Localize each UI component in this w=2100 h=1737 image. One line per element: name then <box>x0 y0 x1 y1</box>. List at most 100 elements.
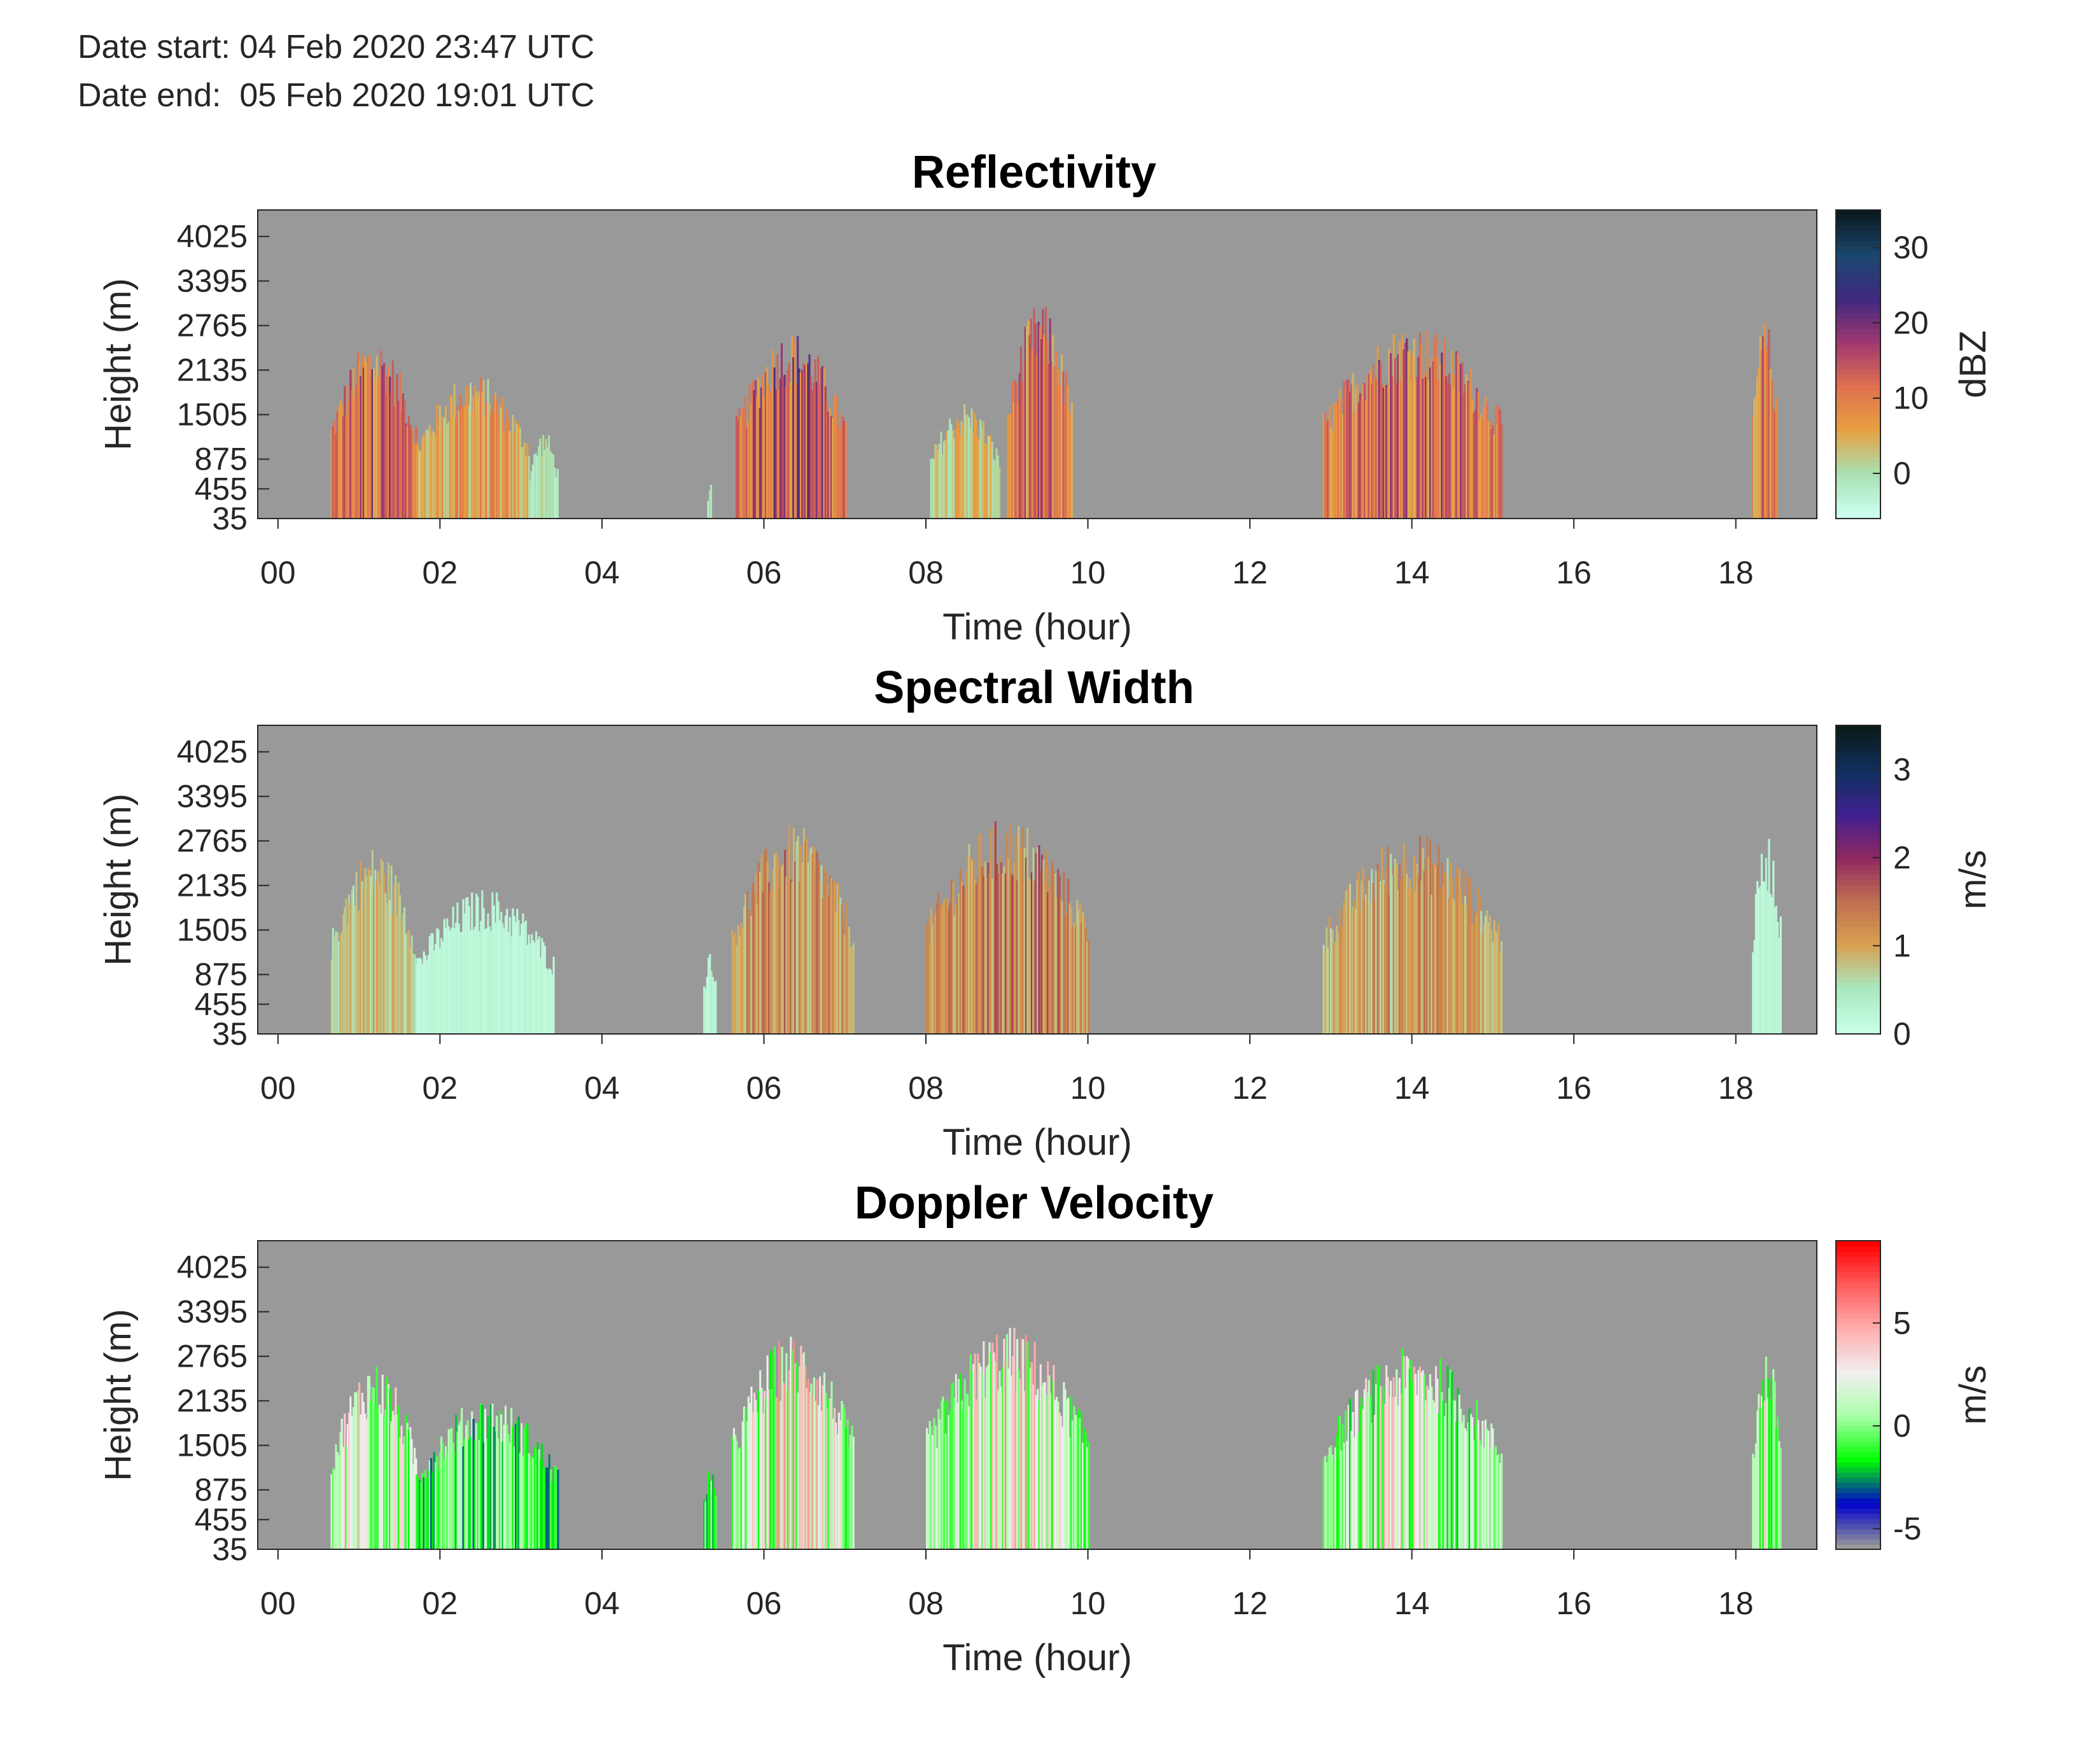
x-tick-label: 12 <box>1232 555 1268 590</box>
echo-column <box>760 387 762 519</box>
echo-column <box>430 933 433 1034</box>
echo-column <box>991 878 994 1034</box>
echo-column <box>732 936 735 1034</box>
echo-column <box>1340 399 1343 519</box>
echo-column <box>936 902 939 1034</box>
echo-column <box>816 851 818 1034</box>
echo-column <box>737 1449 739 1549</box>
echo-column <box>1348 1399 1351 1549</box>
echo-column <box>490 1404 493 1549</box>
echo-column <box>1366 375 1369 519</box>
colorbar-segment <box>1836 1271 1880 1278</box>
echo-column <box>555 477 557 519</box>
colorbar-segment <box>1836 1467 1880 1473</box>
colorbar-tick-label: 0 <box>1893 1016 1911 1052</box>
echo-column <box>1436 865 1439 1034</box>
echo-column <box>1022 827 1025 1034</box>
echo-column <box>379 370 381 519</box>
echo-region <box>416 1403 559 1549</box>
echo-column <box>1769 1399 1772 1549</box>
echo-column <box>1765 349 1767 519</box>
echo-column <box>528 1453 530 1549</box>
echo-column <box>1759 1407 1761 1549</box>
echo-column <box>946 897 949 1034</box>
colorbar-segment <box>1836 323 1880 329</box>
echo-column <box>408 930 410 1034</box>
echo-column <box>963 404 966 519</box>
echo-column <box>1376 1365 1379 1549</box>
echo-column <box>393 886 396 1034</box>
echo-column <box>1074 1414 1077 1549</box>
echo-column <box>1758 888 1760 1034</box>
echo-column <box>1388 895 1390 1034</box>
echo-column <box>970 408 973 519</box>
echo-column <box>446 424 449 519</box>
echo-column <box>1404 343 1406 519</box>
echo-column <box>414 1448 416 1549</box>
echo-column <box>808 354 811 519</box>
echo-column <box>1496 423 1499 519</box>
echo-column <box>1408 878 1411 1034</box>
plot-frame <box>257 725 1817 1035</box>
echo-column <box>1024 326 1026 519</box>
echo-column <box>496 892 498 1034</box>
echo-column <box>738 408 741 519</box>
echo-column <box>1018 1369 1020 1549</box>
echo-column <box>1763 882 1766 1034</box>
colorbar-segment <box>1836 951 1880 958</box>
colorbar-segment <box>1836 1018 1880 1024</box>
echo-column <box>746 1421 748 1549</box>
echo-column <box>749 910 752 1034</box>
echo-column <box>1392 333 1395 519</box>
echo-column <box>1462 870 1465 1034</box>
echo-column <box>824 386 827 519</box>
colorbar-segment <box>1836 1008 1880 1014</box>
echo-column <box>952 881 955 1034</box>
echo-column <box>1767 1398 1769 1549</box>
echo-column <box>442 1442 444 1549</box>
echo-column <box>985 877 988 1034</box>
echo-column <box>1355 908 1357 1034</box>
echo-column <box>1401 333 1404 519</box>
echo-column <box>842 1404 844 1549</box>
echo-column <box>1082 911 1084 1034</box>
echo-column <box>336 412 339 519</box>
echo-column <box>1400 380 1403 519</box>
echo-column <box>814 359 816 519</box>
echo-column <box>396 1414 398 1549</box>
echo-column <box>1055 896 1058 1034</box>
echo-column <box>447 926 450 1034</box>
echo-column <box>1034 323 1037 519</box>
colorbar-segment <box>1836 838 1880 844</box>
echo-column <box>1079 903 1081 1034</box>
echo-column <box>364 358 367 519</box>
echo-column <box>1022 1339 1025 1549</box>
echo-column <box>346 1424 349 1549</box>
echo-column <box>785 1353 788 1549</box>
echo-column <box>332 1468 334 1549</box>
echo-column <box>1003 1339 1005 1549</box>
echo-column <box>1772 860 1775 1034</box>
echo-column <box>776 856 779 1034</box>
echo-column <box>498 920 501 1034</box>
echo-column <box>741 928 744 1034</box>
echo-column <box>961 1400 963 1549</box>
echo-column <box>829 1399 832 1549</box>
echo-column <box>757 1390 760 1549</box>
colorbar-segment <box>1836 1415 1880 1421</box>
echo-column <box>1470 368 1473 519</box>
echo-column <box>977 1353 979 1549</box>
x-tick-label: 00 <box>260 1070 296 1106</box>
echo-column <box>752 380 754 519</box>
echo-column <box>539 958 542 1034</box>
echo-column <box>443 1459 445 1549</box>
echo-column <box>741 1421 744 1549</box>
echo-column <box>548 435 550 519</box>
echo-column <box>731 930 734 1034</box>
echo-column <box>997 456 999 519</box>
echo-column <box>551 1481 554 1549</box>
echo-column <box>1032 349 1034 519</box>
echo-column <box>1480 910 1483 1034</box>
colorbar-segment <box>1836 1358 1880 1365</box>
echo-column <box>1448 898 1450 1034</box>
